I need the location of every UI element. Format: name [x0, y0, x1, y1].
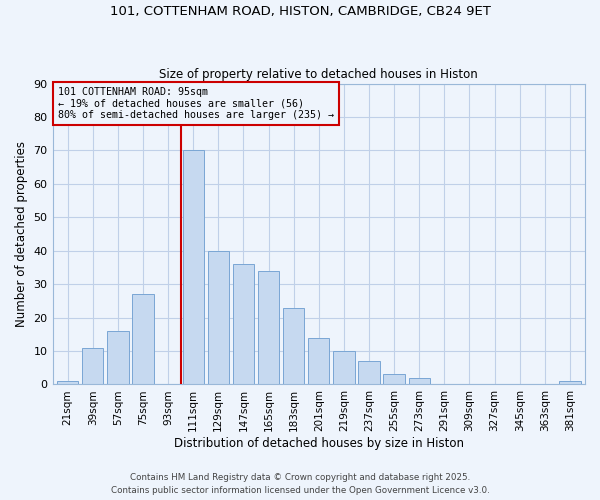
Bar: [182, 150, 204, 384]
Bar: [333, 351, 355, 384]
Bar: [283, 308, 304, 384]
Y-axis label: Number of detached properties: Number of detached properties: [15, 141, 28, 327]
Bar: [559, 381, 581, 384]
Bar: [82, 348, 103, 385]
Bar: [132, 294, 154, 384]
Bar: [308, 338, 329, 384]
X-axis label: Distribution of detached houses by size in Histon: Distribution of detached houses by size …: [174, 437, 464, 450]
Bar: [258, 271, 279, 384]
Title: Size of property relative to detached houses in Histon: Size of property relative to detached ho…: [160, 68, 478, 81]
Bar: [383, 374, 405, 384]
Bar: [358, 361, 380, 384]
Text: 101 COTTENHAM ROAD: 95sqm
← 19% of detached houses are smaller (56)
80% of semi-: 101 COTTENHAM ROAD: 95sqm ← 19% of detac…: [58, 87, 334, 120]
Bar: [233, 264, 254, 384]
Bar: [409, 378, 430, 384]
Bar: [57, 381, 78, 384]
Text: 101, COTTENHAM ROAD, HISTON, CAMBRIDGE, CB24 9ET: 101, COTTENHAM ROAD, HISTON, CAMBRIDGE, …: [110, 5, 490, 18]
Bar: [107, 331, 128, 384]
Text: Contains HM Land Registry data © Crown copyright and database right 2025.
Contai: Contains HM Land Registry data © Crown c…: [110, 474, 490, 495]
Bar: [208, 250, 229, 384]
